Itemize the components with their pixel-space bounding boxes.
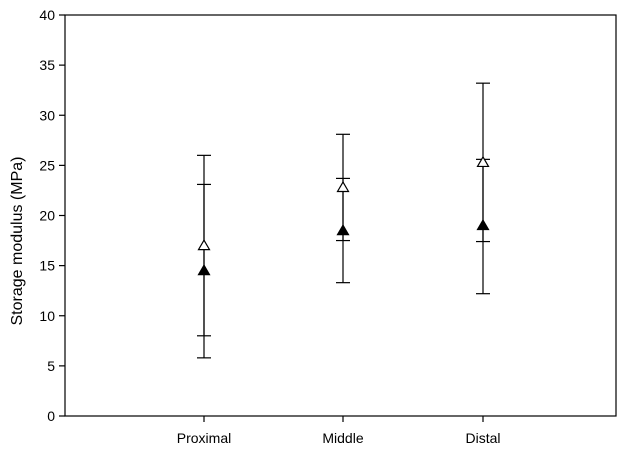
open-triangle-marker xyxy=(336,180,350,193)
error-bars xyxy=(197,82,490,359)
y-tick-label: 40 xyxy=(39,7,55,23)
y-tick-label: 20 xyxy=(39,208,55,224)
y-axis-ticks: 0 5 10 15 20 25 30 35 40 xyxy=(39,7,65,424)
plot-area-border xyxy=(64,14,617,417)
filled-triangle-marker xyxy=(476,218,490,231)
y-axis-title: Storage modulus (MPa) xyxy=(9,157,26,326)
y-tick-label: 0 xyxy=(47,408,55,424)
plot-frame xyxy=(64,14,617,417)
x-axis-categories: Proximal Middle Distal xyxy=(177,416,501,446)
y-tick-label: 10 xyxy=(39,308,55,324)
y-tick-label: 30 xyxy=(39,107,55,123)
x-category-label: Middle xyxy=(322,430,363,446)
open-triangle-marker xyxy=(197,238,211,251)
y-tick-label: 25 xyxy=(39,157,55,173)
x-category-label: Distal xyxy=(465,430,500,446)
filled-triangle-marker xyxy=(336,223,350,236)
y-tick-label: 5 xyxy=(47,358,55,374)
filled-triangle-marker xyxy=(197,264,211,276)
y-tick-label: 35 xyxy=(39,57,55,73)
y-tick-label: 15 xyxy=(39,258,55,274)
open-triangle-marker xyxy=(476,155,490,168)
x-category-label: Proximal xyxy=(177,430,231,446)
data-markers xyxy=(197,155,490,276)
